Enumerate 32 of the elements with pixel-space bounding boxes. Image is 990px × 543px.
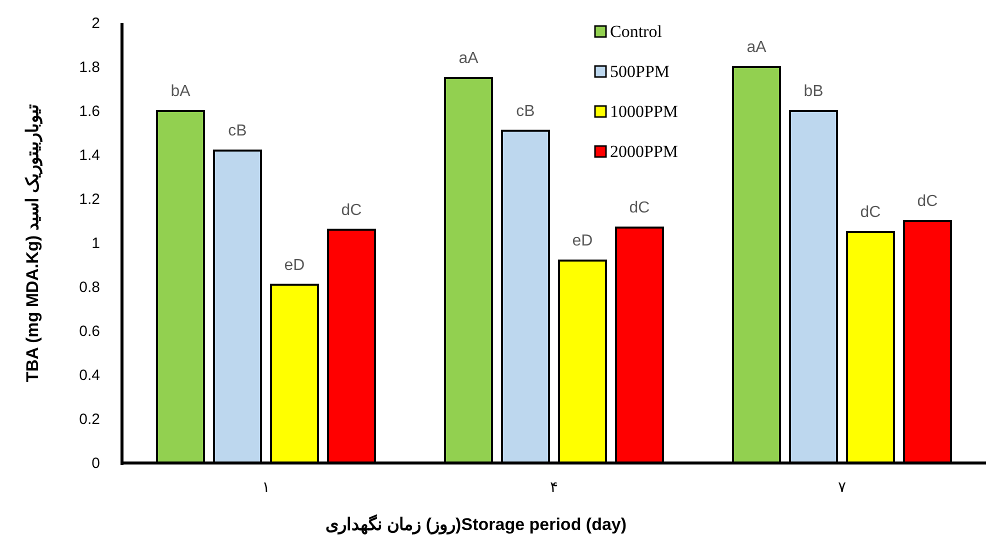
- legend-label: Control: [610, 22, 662, 41]
- y-axis-title: TBA (mg MDA.Kg) تیوباربیتوریک اسید: [23, 104, 43, 382]
- x-tick-label: ۴: [550, 479, 558, 496]
- data-label: aA: [746, 39, 767, 56]
- y-tick-label: 1.6: [79, 103, 100, 120]
- y-tick-label: 0: [92, 455, 100, 472]
- y-tick-label: 0.8: [79, 279, 100, 296]
- y-tick-label: 2: [92, 15, 100, 32]
- data-label: cB: [228, 122, 247, 140]
- y-tick-label: 1.8: [79, 59, 100, 76]
- y-tick-label: 1.4: [79, 147, 100, 164]
- y-tick-label: 0.6: [79, 323, 100, 340]
- x-tick-label: ۱: [262, 479, 270, 496]
- y-tick-label: 1.2: [79, 191, 100, 208]
- data-label: dC: [917, 193, 938, 210]
- data-label: dC: [341, 202, 362, 219]
- data-label: aA: [458, 50, 479, 67]
- x-axis-title: Storage period (day)(روز) زمان نگهداری: [325, 514, 627, 535]
- data-label: cB: [516, 102, 535, 120]
- data-label: eD: [572, 232, 593, 250]
- data-label: bB: [804, 83, 824, 100]
- legend-label: 500PPM: [610, 62, 670, 81]
- legend-label: 2000PPM: [610, 142, 678, 161]
- y-tick-label: 0.2: [79, 411, 100, 428]
- data-label: eD: [284, 256, 305, 274]
- legend-label: 1000PPM: [610, 102, 678, 121]
- y-tick-label: 1: [92, 235, 100, 252]
- data-label: dC: [860, 204, 881, 221]
- y-tick-label: 0.4: [79, 367, 100, 384]
- data-label: bA: [170, 83, 191, 100]
- data-label: dC: [629, 200, 650, 217]
- x-tick-label: ۷: [838, 479, 846, 496]
